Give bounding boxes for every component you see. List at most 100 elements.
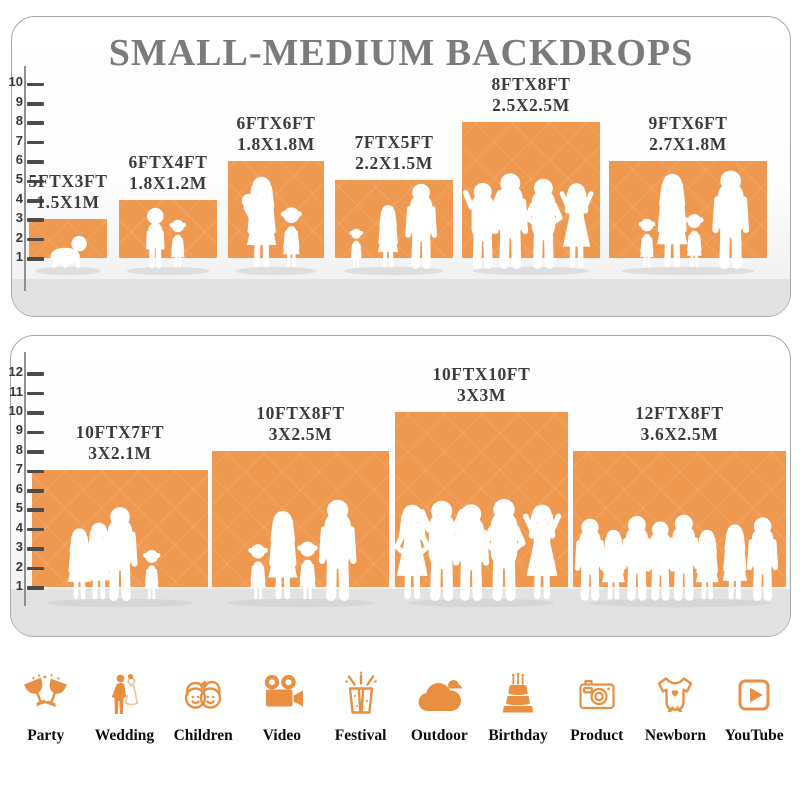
category-label: YouTube xyxy=(724,727,784,744)
ruler-tick xyxy=(27,547,44,551)
ruler-tick-label: 3 xyxy=(15,539,23,555)
youtube-play-icon xyxy=(730,671,778,719)
category-label: Product xyxy=(570,727,624,744)
ruler-tick-label: 7 xyxy=(15,132,23,148)
ruler-tick xyxy=(27,102,44,106)
backdrop-size-label: 6FTX4FT 1.8X1.2M xyxy=(68,152,268,194)
ruler-tick-label: 2 xyxy=(15,558,23,574)
ruler-tick-label: 6 xyxy=(15,480,23,496)
category-label: Video xyxy=(262,727,301,744)
size-feet-text: 10FTX7FT xyxy=(75,422,165,443)
category-label: Birthday xyxy=(488,727,548,744)
category-birthday: Birthday xyxy=(481,658,555,745)
backdrop-size-label: 7FTX5FT 2.2X1.5M xyxy=(294,132,494,174)
backdrop-size-label: 10FTX7FT 3X2.1M xyxy=(20,422,220,464)
ruler-tick xyxy=(27,140,44,145)
size-meters-text: 2.2X1.5M xyxy=(355,153,433,174)
size-feet-text: 7FTX5FT xyxy=(354,132,434,153)
category-youtube: YouTube xyxy=(717,658,791,745)
ruler-tick xyxy=(27,372,44,376)
size-meters-text: 1.8X1.8M xyxy=(237,134,315,154)
gift-box-icon xyxy=(337,671,385,719)
category-row: Party Wedding Children Video Festival Outdoor… xyxy=(0,658,800,770)
size-meters-text: 2.5X2.5M xyxy=(492,95,570,116)
ruler-tick xyxy=(27,218,44,222)
ruler-tick xyxy=(27,237,44,242)
category-label: Children xyxy=(173,727,233,744)
ruler-line xyxy=(24,66,26,291)
ruler-tick xyxy=(27,121,44,125)
backdrop-10ftx8ft xyxy=(212,450,389,588)
ruler-tick xyxy=(27,566,44,571)
backdrop-size-label: 6FTX6FT 1.8X1.8M xyxy=(176,113,376,155)
ruler-tick-label: 8 xyxy=(15,113,23,129)
ruler-line xyxy=(24,352,26,606)
backdrop-size-label: 9FTX6FT 2.7X1.8M xyxy=(588,113,788,155)
floor-band xyxy=(12,279,790,316)
ruler-tick-label: 7 xyxy=(15,461,23,477)
backdrop-7ftx5ft xyxy=(335,180,453,258)
ruler-tick-label: 8 xyxy=(15,441,23,457)
backdrop-size-label: 10FTX8FT 3X2.5M xyxy=(201,403,401,445)
category-video: Video xyxy=(245,658,319,745)
size-meters-text: 3X2.5M xyxy=(268,423,333,444)
size-feet-text: 12FTX8FT xyxy=(635,402,724,423)
size-feet-text: 9FTX6FT xyxy=(648,113,728,133)
party-glasses-icon xyxy=(22,671,70,719)
ruler-tick xyxy=(27,469,44,474)
backdrop-9ftx6ft xyxy=(609,161,767,258)
ruler-tick xyxy=(27,257,44,261)
size-meters-text: 2.7X1.8M xyxy=(649,134,727,154)
video-camera-icon xyxy=(258,671,306,719)
size-meters-text: 1.8X1.2M xyxy=(129,172,207,193)
backdrop-size-label: 8FTX8FT 2.5X2.5M xyxy=(431,74,631,116)
ruler-tick xyxy=(27,450,44,454)
backdrop-6ftx4ft xyxy=(119,199,217,258)
size-feet-text: 10FTX10FT xyxy=(432,363,531,384)
category-newborn: Newborn xyxy=(638,658,712,745)
size-meters-text: 1.5X1M xyxy=(36,192,100,213)
ruler-tick-label: 5 xyxy=(15,500,23,516)
category-party: Party xyxy=(9,658,83,745)
ruler-tick-label: 6 xyxy=(15,152,23,167)
category-label: Party xyxy=(27,727,65,744)
ruler-tick xyxy=(27,527,44,532)
backdrop-10ftx7ft xyxy=(32,470,208,587)
children-faces-icon xyxy=(179,671,227,719)
infographic-title: SMALL-MEDIUM BACKDROPS xyxy=(108,32,694,74)
ruler-tick xyxy=(27,488,44,493)
size-feet-text: 5FTX3FT xyxy=(28,171,108,192)
ruler-tick-label: 3 xyxy=(15,210,23,226)
backdrop-10ftx10ft xyxy=(395,412,568,587)
category-festival: Festival xyxy=(324,658,398,745)
category-label: Festival xyxy=(334,727,387,744)
cloud-icon xyxy=(415,671,463,719)
ruler-tick xyxy=(27,430,44,435)
ruler-tick xyxy=(27,411,44,415)
size-feet-text: 6FTX4FT xyxy=(128,151,208,172)
backdrop-12ftx8ft xyxy=(573,450,786,588)
backdrop-size-label: 5FTX3FT 1.5X1M xyxy=(0,171,168,213)
ruler-tick-label: 9 xyxy=(15,93,23,109)
backdrop-size-label: 10FTX10FT 3X3M xyxy=(382,364,582,406)
size-feet-text: 8FTX8FT xyxy=(491,74,571,95)
category-label: Wedding xyxy=(94,727,155,744)
ruler-tick xyxy=(27,586,44,590)
backdrop-size-label: 12FTX8FT 3.6X2.5M xyxy=(580,403,780,445)
ruler-tick xyxy=(27,199,44,203)
ruler-tick xyxy=(27,82,44,87)
ruler-tick-label: 2 xyxy=(15,229,23,245)
ruler-tick-label: 10 xyxy=(8,402,23,418)
category-product: Product xyxy=(560,658,634,745)
ruler-tick-label: 4 xyxy=(15,519,23,535)
ruler-tick-label: 5 xyxy=(15,171,23,187)
size-feet-text: 6FTX6FT xyxy=(236,113,316,133)
size-meters-text: 3.6X2.5M xyxy=(640,423,719,444)
floor-band xyxy=(11,589,790,636)
ruler-tick-label: 4 xyxy=(15,190,23,206)
ruler-tick-label: 11 xyxy=(9,383,23,399)
birthday-cake-icon xyxy=(494,671,542,719)
ruler-tick xyxy=(27,179,44,184)
category-label: Newborn xyxy=(644,727,707,744)
size-meters-text: 3X2.1M xyxy=(88,443,152,464)
